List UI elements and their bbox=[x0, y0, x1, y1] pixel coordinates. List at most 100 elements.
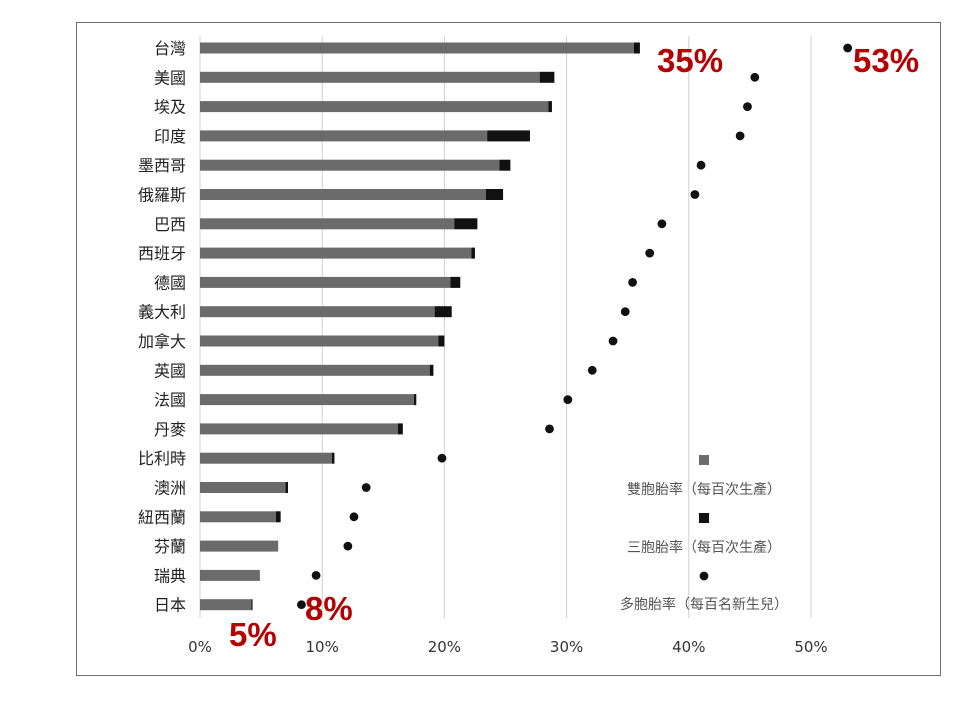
category-label: 紐西蘭 bbox=[138, 508, 186, 527]
twin-rate-bar bbox=[200, 276, 451, 288]
twin-rate-bar bbox=[200, 306, 435, 318]
x-tick-label: 0% bbox=[188, 638, 212, 656]
multiple-birth-dot bbox=[361, 483, 371, 492]
category-label: 埃及 bbox=[154, 98, 186, 117]
legend-triplet-swatch bbox=[699, 513, 709, 523]
triplet-rate-bar bbox=[485, 189, 504, 200]
legend-twin-label: 雙胞胎率（每百次生產） bbox=[627, 481, 781, 498]
triplet-rate-bar bbox=[633, 42, 640, 54]
category-label: 德國 bbox=[154, 273, 186, 292]
twin-rate-bar bbox=[200, 394, 414, 406]
triplet-rate-bar bbox=[454, 218, 478, 230]
multiple-birth-dot bbox=[696, 160, 706, 170]
annotation-label: 35% bbox=[657, 42, 723, 79]
category-label: 墨西哥 bbox=[138, 156, 186, 175]
triplet-rate-bar bbox=[548, 101, 552, 113]
legend-multiple-marker bbox=[699, 571, 709, 581]
bars bbox=[200, 42, 640, 611]
triplet-rate-bar bbox=[434, 306, 452, 318]
multiple-birth-dot bbox=[690, 190, 700, 199]
triplet-rate-bar bbox=[438, 335, 445, 347]
category-labels: 台灣美國埃及印度墨西哥俄羅斯巴西西班牙德國義大利加拿大英國法國丹麥比利時澳洲紐西… bbox=[138, 39, 186, 615]
twin-rate-bar bbox=[200, 335, 439, 347]
x-tick-label: 10% bbox=[306, 638, 339, 656]
twin-rate-bar bbox=[200, 540, 279, 552]
twin-rate-bar bbox=[200, 218, 455, 230]
annotation-label: 8% bbox=[305, 590, 353, 627]
twin-rate-bar bbox=[200, 130, 488, 142]
triplet-rate-bar bbox=[487, 130, 530, 142]
multiple-birth-dot bbox=[297, 600, 306, 610]
category-label: 芬蘭 bbox=[154, 537, 186, 556]
legend: 雙胞胎率（每百次生產） 三胞胎率（每百次生產） 多胞胎率（每百名新生兒） bbox=[620, 455, 788, 613]
twin-rate-bar bbox=[200, 599, 252, 611]
category-label: 義大利 bbox=[138, 303, 186, 322]
triplet-rate-bar bbox=[413, 394, 417, 406]
multiple-birth-dot bbox=[750, 72, 760, 82]
legend-triplet-label: 三胞胎率（每百次生產） bbox=[627, 539, 781, 556]
category-label: 日本 bbox=[154, 596, 186, 615]
x-tick-labels: 0% 10% 20% 30% 40% 50% bbox=[188, 638, 828, 656]
category-label: 丹麥 bbox=[154, 420, 186, 439]
category-label: 法國 bbox=[154, 391, 186, 410]
twin-rate-bar bbox=[200, 189, 486, 200]
dots bbox=[297, 43, 853, 610]
category-label: 台灣 bbox=[154, 39, 186, 58]
triplet-rate-bar bbox=[251, 599, 253, 611]
multiple-birth-dot bbox=[563, 395, 573, 404]
chart-frame bbox=[76, 22, 941, 676]
multiple-birth-dot bbox=[311, 571, 321, 580]
twin-rate-bar bbox=[200, 452, 332, 464]
multiple-birth-dot bbox=[645, 248, 655, 258]
category-label: 瑞典 bbox=[154, 566, 186, 585]
x-tick-label: 40% bbox=[672, 638, 705, 656]
triplet-rate-bar bbox=[471, 247, 475, 259]
twin-rate-bar bbox=[200, 71, 540, 83]
category-label: 巴西 bbox=[154, 215, 186, 234]
twin-rate-bar bbox=[200, 511, 276, 523]
twin-rate-bar bbox=[200, 569, 260, 581]
multiple-birth-dot bbox=[843, 43, 853, 53]
multiple-birth-dot bbox=[587, 365, 597, 375]
gridlines bbox=[199, 36, 812, 618]
triplet-rate-bar bbox=[499, 159, 511, 171]
twin-rate-bar bbox=[200, 101, 549, 113]
triplet-rate-bar bbox=[429, 364, 434, 376]
category-label: 印度 bbox=[154, 127, 186, 146]
twin-rate-bar bbox=[200, 482, 286, 493]
x-tick-label: 30% bbox=[550, 638, 583, 656]
legend-multiple-label: 多胞胎率（每百名新生兒） bbox=[620, 596, 788, 613]
triplet-rate-bar bbox=[397, 423, 403, 435]
x-tick-label: 20% bbox=[428, 638, 461, 656]
category-label: 澳洲 bbox=[154, 479, 186, 498]
multiple-birth-dot bbox=[343, 541, 353, 551]
twin-rate-bar bbox=[200, 423, 398, 435]
category-label: 英國 bbox=[154, 361, 186, 380]
multiple-birth-dot bbox=[349, 512, 359, 522]
triplet-rate-bar bbox=[450, 276, 461, 288]
triplet-rate-bar bbox=[285, 482, 288, 493]
multiple-birth-dot bbox=[743, 102, 752, 111]
triplet-rate-bar bbox=[275, 511, 281, 523]
category-label: 西班牙 bbox=[138, 244, 186, 263]
twin-rate-bar bbox=[200, 364, 430, 376]
multiple-birth-dot bbox=[657, 219, 667, 229]
multiple-birth-dot bbox=[437, 453, 447, 463]
category-label: 俄羅斯 bbox=[138, 186, 186, 205]
twin-rate-bar bbox=[200, 247, 472, 259]
multiple-birth-dot bbox=[628, 278, 637, 287]
x-tick-label: 50% bbox=[794, 638, 827, 656]
category-label: 比利時 bbox=[138, 449, 186, 468]
multiple-birth-dot bbox=[608, 336, 618, 346]
triplet-rate-bar bbox=[331, 452, 335, 464]
annotations: 35% 53% 5% 8% bbox=[229, 42, 919, 653]
twin-rate-bar bbox=[200, 42, 634, 54]
multiple-birth-dot bbox=[735, 131, 745, 141]
multiple-birth-dot bbox=[620, 307, 630, 317]
legend-twin-swatch bbox=[699, 455, 709, 465]
multiple-birth-dot bbox=[545, 424, 554, 434]
category-label: 加拿大 bbox=[138, 332, 186, 351]
category-label: 美國 bbox=[154, 68, 186, 87]
triplet-rate-bar bbox=[539, 71, 555, 83]
